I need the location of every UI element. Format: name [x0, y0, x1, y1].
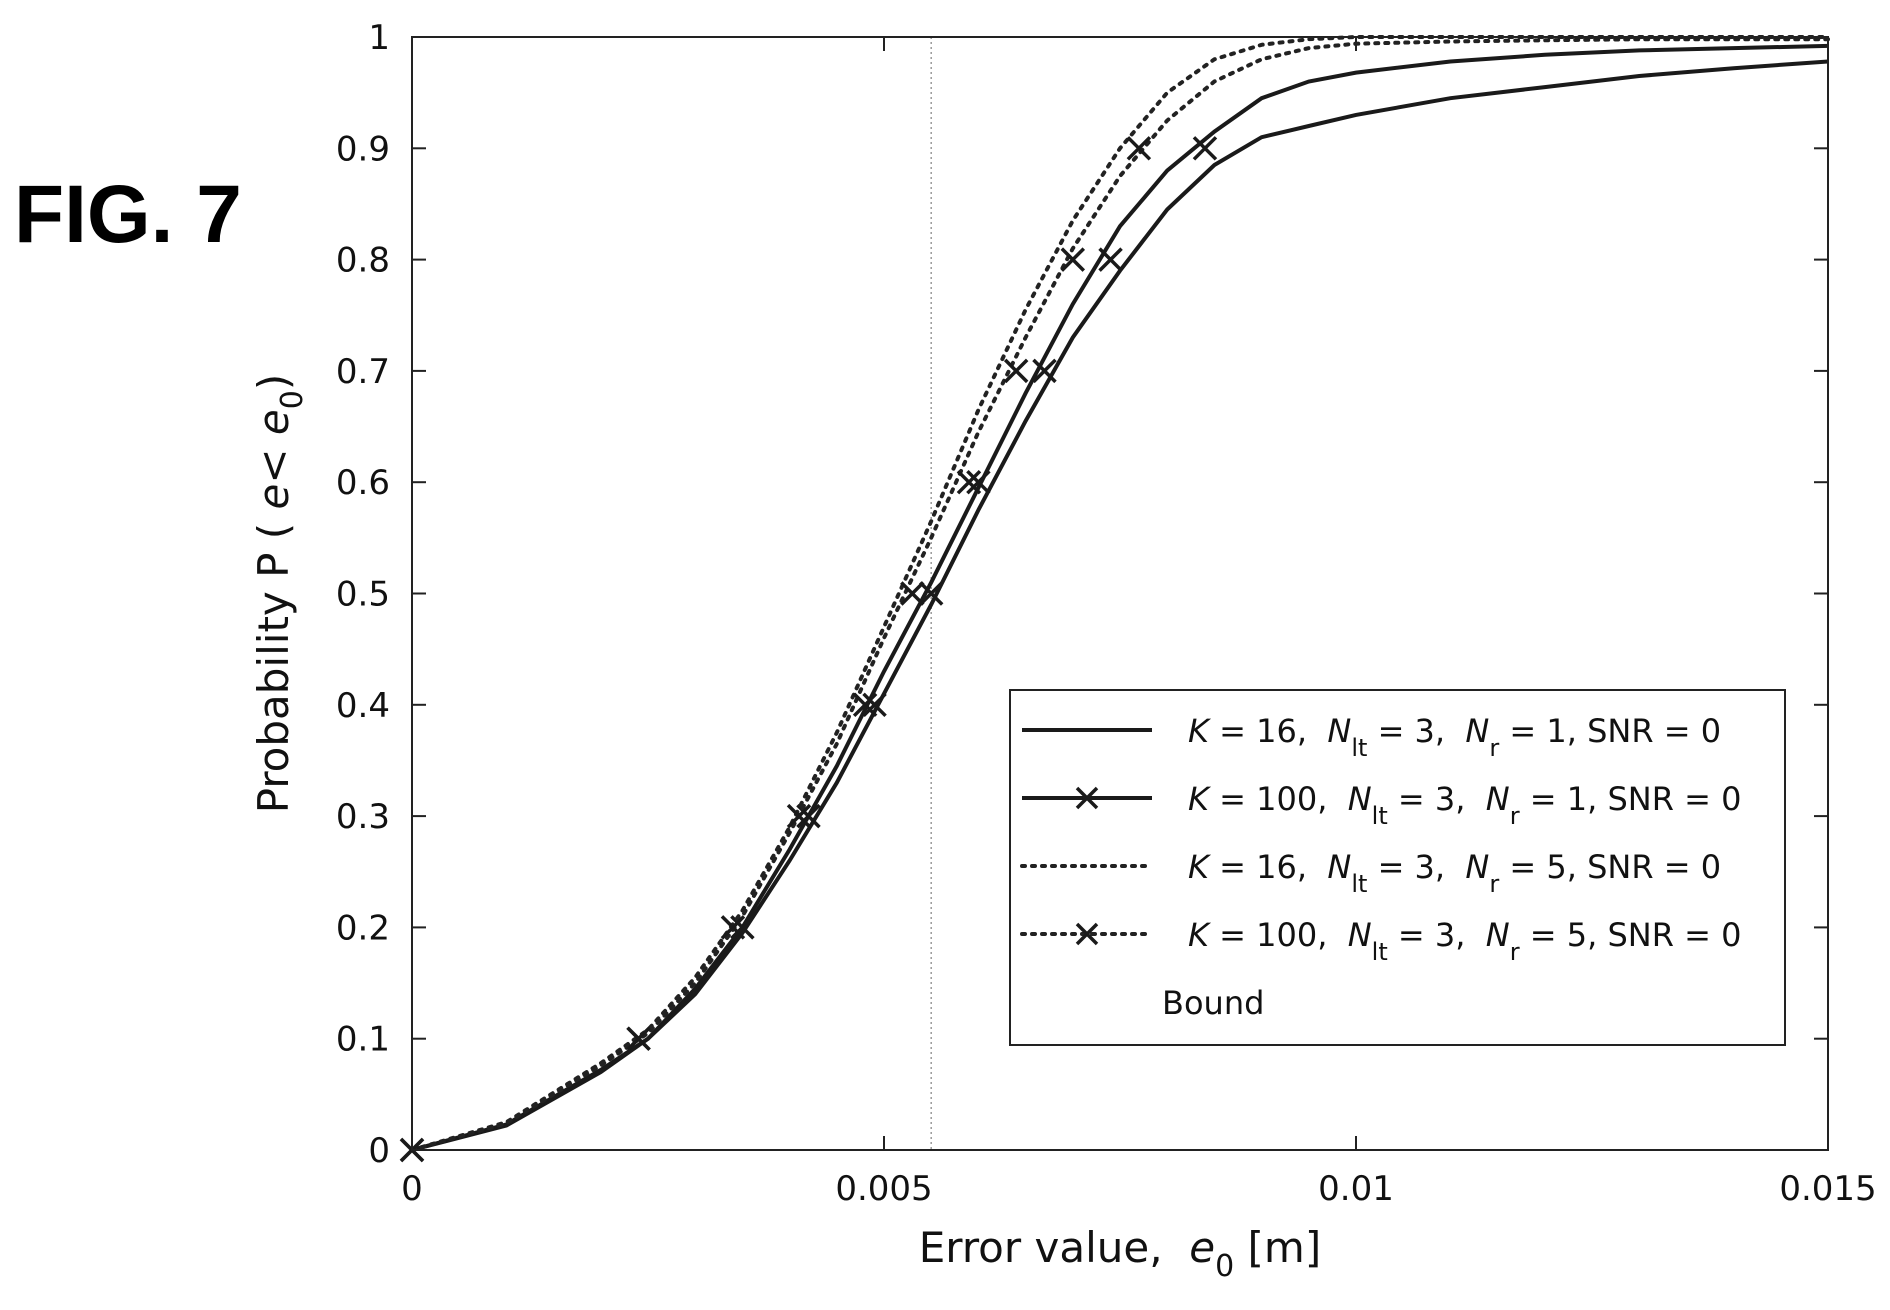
y-axis-title: Probability P ( e< e0): [249, 374, 310, 814]
legend-label-5: Bound: [1162, 984, 1264, 1022]
series-4-marker-8: [1003, 358, 1029, 384]
series-line-3: [410, 37, 1830, 1152]
legend-box: [1009, 689, 1786, 1046]
series-2-marker-5: [862, 692, 887, 718]
x-tick-label-1: 0.005: [835, 1169, 932, 1209]
y-tick-label-8: 0.8: [336, 241, 390, 281]
legend-marker-2: [1075, 786, 1099, 810]
ticks: 0 0.1 0.2 0.3 0.4 0.5 0.6 0.7 0.8 0.9 1 0 0.005 0.01 0…: [336, 18, 1877, 1209]
series-2-marker-7: [966, 469, 991, 495]
series-4-marker-3: [720, 915, 746, 940]
series-4-marker-7: [956, 469, 982, 495]
series-4-marker-2: [626, 1026, 651, 1051]
series-4-marker-9: [1060, 247, 1086, 272]
x-axis-title: Error value, e0 [m]: [919, 1223, 1321, 1284]
series-4-marker-5: [852, 692, 878, 718]
legend: K = 16, Nlt = 3, Nr = 1, SNR = 0 K = 100,…: [1009, 689, 1786, 1046]
legend-label-2: K = 100, Nlt = 3, Nr = 1, SNR = 0: [1188, 780, 1741, 830]
series-4-marker-10: [1126, 136, 1152, 161]
y-tick-label-2: 0.2: [336, 908, 390, 948]
series-2-marker-9: [1098, 247, 1123, 272]
series-2-marker-8: [1032, 358, 1057, 384]
series-2-marker-6: [918, 581, 944, 606]
series-2-marker-10: [1192, 136, 1218, 161]
y-tick-label-10: 1: [368, 18, 390, 58]
y-tick-label-7: 0.7: [336, 352, 390, 392]
plot-lines: [399, 35, 1830, 1163]
y-tick-label-5: 0.5: [336, 575, 390, 615]
series-2-marker-3: [730, 915, 755, 940]
y-tick-label-3: 0.3: [336, 797, 390, 837]
legend-label-4: K = 100, Nlt = 3, Nr = 5, SNR = 0: [1188, 916, 1741, 966]
y-tick-label-4: 0.4: [336, 686, 390, 726]
legend-label-3: K = 16, Nlt = 3, Nr = 5, SNR = 0: [1188, 848, 1721, 898]
legend-marker-4: [1075, 922, 1099, 946]
series-4-marker-6: [900, 581, 925, 606]
x-tick-label-3: 0.015: [1779, 1169, 1876, 1209]
series-line-1: [411, 59, 1829, 1152]
x-tick-label-2: 0.01: [1318, 1169, 1394, 1209]
legend-label-1: K = 16, Nlt = 3, Nr = 1, SNR = 0: [1188, 712, 1721, 762]
axis-titles: Error value, e0 [m] Probability P ( e< e0…: [249, 374, 1321, 1284]
figure-label: FIG. 7: [14, 169, 242, 260]
series-4-marker-4: [786, 803, 812, 829]
series-line-2: [411, 43, 1829, 1152]
y-tick-label-6: 0.6: [336, 463, 390, 503]
y-tick-label-9: 0.9: [336, 129, 390, 169]
x-tick-label-0: 0: [401, 1169, 423, 1209]
y-tick-label-1: 0.1: [336, 1020, 390, 1060]
y-tick-label-0: 0: [368, 1131, 390, 1171]
